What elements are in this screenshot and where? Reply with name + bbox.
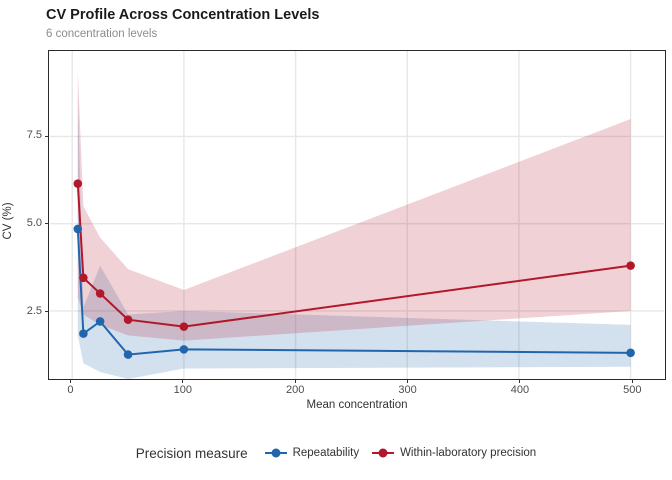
x-tick-mark <box>407 380 409 383</box>
x-tick-mark <box>519 380 521 383</box>
x-tick-label: 500 <box>623 384 642 396</box>
y-tick-label: 5.0 <box>26 216 42 229</box>
point-repeatability <box>179 345 189 354</box>
y-tick-mark <box>45 135 48 137</box>
x-tick-mark <box>182 380 184 383</box>
point-repeatability <box>95 317 105 326</box>
point-within-laboratory-precision <box>123 315 133 324</box>
legend-item-repeatability: Repeatability <box>264 446 359 460</box>
point-within-laboratory-precision <box>73 179 83 188</box>
point-within-laboratory-precision <box>179 322 189 331</box>
point-repeatability <box>73 224 83 234</box>
point-repeatability <box>79 329 88 338</box>
x-tick-mark <box>294 380 296 383</box>
line-repeatability <box>76 228 631 356</box>
y-axis-title: CV (%) <box>2 202 14 240</box>
x-tick-label: 200 <box>286 384 305 396</box>
point-within-laboratory-precision <box>95 289 105 298</box>
x-tick-mark <box>631 380 633 383</box>
point-repeatability <box>123 350 133 359</box>
x-axis-title: Mean concentration <box>306 399 408 411</box>
point-within-laboratory-precision <box>79 273 88 283</box>
x-tick-label: 400 <box>510 384 530 396</box>
point-repeatability <box>626 348 635 358</box>
repeatability-line-point-icon <box>264 448 287 458</box>
legend-item-within-laboratory-precision: Within-laboratory precision <box>371 446 536 460</box>
plot-panel <box>48 50 666 380</box>
x-tick-label: 300 <box>398 384 417 396</box>
chart-subtitle: 6 concentration levels <box>46 28 158 40</box>
plot-area <box>49 51 665 379</box>
within-laboratory-precision-line-point-icon <box>372 448 395 458</box>
legend-item-label: Within-laboratory precision <box>400 447 537 459</box>
line-within-laboratory-precision <box>76 183 631 328</box>
y-tick-label: 7.5 <box>26 129 42 141</box>
x-tick-label: 0 <box>67 384 74 396</box>
ribbon-within-laboratory-precision <box>77 70 631 341</box>
x-tick-mark <box>69 380 71 383</box>
point-within-laboratory-precision <box>626 261 635 270</box>
ribbon-repeatability <box>77 91 631 379</box>
legend-title: Precision measure <box>135 445 248 461</box>
chart-title: CV Profile Across Concentration Levels <box>46 7 320 23</box>
legend: Precision measure Repeatability Within-l… <box>0 438 672 468</box>
legend-item-label: Repeatability <box>292 447 360 459</box>
x-tick-label: 100 <box>173 384 192 396</box>
y-tick-label: 2.5 <box>26 304 42 317</box>
y-tick-mark <box>45 311 48 313</box>
y-tick-mark <box>45 223 48 225</box>
